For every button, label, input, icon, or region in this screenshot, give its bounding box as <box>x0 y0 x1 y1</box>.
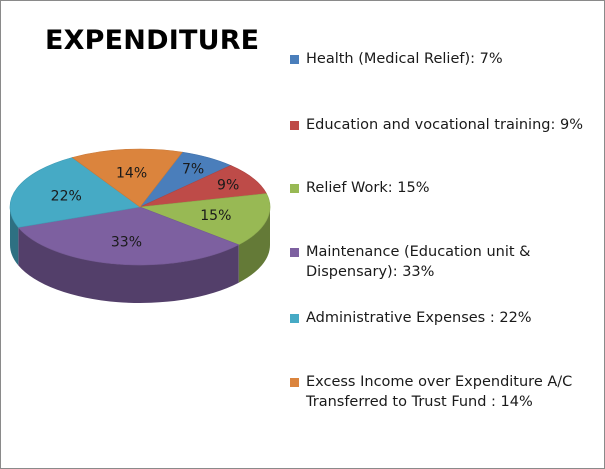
legend-item-1: Education and vocational training: 9% <box>290 115 595 135</box>
legend-item-4: Administrative Expenses : 22% <box>290 308 595 328</box>
pie-data-label-5: 14% <box>116 165 147 181</box>
pie-side-3 <box>18 227 239 303</box>
legend-swatch-1 <box>290 121 299 130</box>
legend-swatch-0 <box>290 55 299 64</box>
legend-item-0: Health (Medical Relief): 7% <box>290 49 595 69</box>
legend-label-1: Education and vocational training: 9% <box>306 117 583 133</box>
legend-swatch-5 <box>290 378 299 387</box>
pie-slice-4 <box>9 157 141 228</box>
legend-swatch-2 <box>290 184 299 193</box>
pie-data-label-2: 15% <box>200 208 231 224</box>
pie-data-label-3: 33% <box>111 234 142 250</box>
legend-item-5: Excess Income over Expenditure A/C Trans… <box>290 372 595 412</box>
legend-label-2: Relief Work: 15% <box>306 180 430 196</box>
legend-item-3: Maintenance (Education unit & Dispensary… <box>290 242 595 282</box>
legend-label-3: Maintenance (Education unit & Dispensary… <box>306 244 531 280</box>
legend-label-5: Excess Income over Expenditure A/C Trans… <box>306 374 573 410</box>
pie-side-2 <box>238 207 270 283</box>
legend-swatch-4 <box>290 314 299 323</box>
pie-side-4 <box>10 207 19 266</box>
pie-slice-2 <box>139 193 271 246</box>
pie-data-label-4: 22% <box>51 189 82 205</box>
legend-swatch-3 <box>290 248 299 257</box>
legend-label-4: Administrative Expenses : 22% <box>306 310 532 326</box>
pie-slice-5 <box>71 148 183 208</box>
legend-item-2: Relief Work: 15% <box>290 178 595 198</box>
pie-data-label-1: 9% <box>217 178 239 194</box>
pie-data-label-0: 7% <box>182 161 204 177</box>
legend-label-0: Health (Medical Relief): 7% <box>306 51 503 67</box>
chart-title: EXPENDITURE <box>45 25 260 56</box>
pie-slice-3 <box>17 206 240 266</box>
